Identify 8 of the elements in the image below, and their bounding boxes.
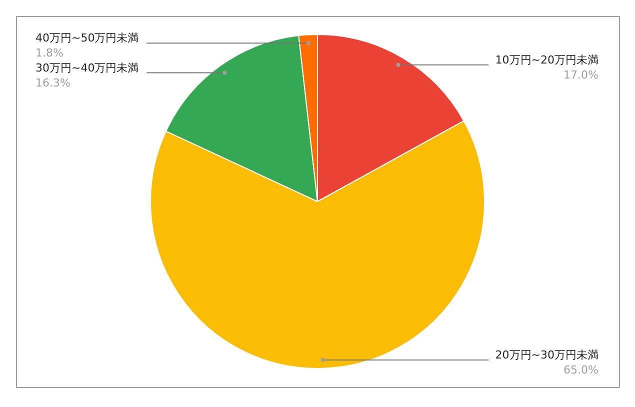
data-label: 1.8% — [36, 46, 64, 60]
slice-label: 20万円~30万円未満 — [495, 348, 599, 362]
data-label: 16.3% — [36, 76, 70, 90]
slice-label: 30万円~40万円未満 — [36, 61, 139, 74]
slice-label: 10万円~20万円未満 — [495, 53, 599, 66]
slice-label: 40万円~50万円未満 — [36, 32, 139, 45]
data-label: 17.0% — [564, 68, 599, 82]
data-label: 65.0% — [564, 364, 599, 377]
